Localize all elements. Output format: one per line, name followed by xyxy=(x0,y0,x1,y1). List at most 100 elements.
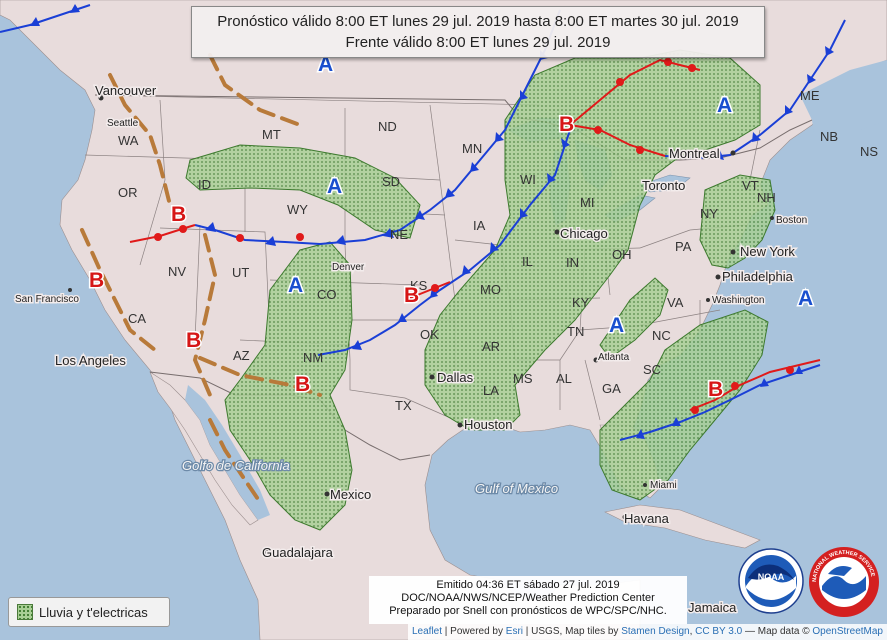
attribution-text-mapdata: — Map data © xyxy=(742,626,813,637)
water-label-golfo-california: Golfo de California xyxy=(182,458,290,473)
rain-area-southwest xyxy=(224,241,353,531)
low-pressure-great-lakes: B xyxy=(559,113,574,136)
state-label-la: LA xyxy=(483,383,499,398)
city-label-los-angeles: Los Angeles xyxy=(55,353,126,368)
warm-front-northern xyxy=(569,58,701,126)
city-label-san-francisco: San Francisco xyxy=(15,294,79,305)
issued-info-box: Emitido 04:36 ET sábado 27 jul. 2019 DOC… xyxy=(369,576,687,624)
state-label-me: ME xyxy=(800,88,820,103)
cold-front-atlantic xyxy=(619,364,821,441)
rain-swatch xyxy=(17,604,33,620)
low-pressure-atlantic: B xyxy=(708,378,723,401)
gulf-st-lawrence xyxy=(800,60,887,150)
attribution-text-powered: | Powered by xyxy=(442,626,506,637)
state-label-id: ID xyxy=(198,177,211,192)
city-label-miami: Miami xyxy=(650,480,677,491)
rain-area-virginia xyxy=(599,277,669,359)
state-label-ga: GA xyxy=(602,381,621,396)
trough-southwest xyxy=(198,356,322,397)
forecast-validity-line: Pronóstico válido 8:00 ET lunes 29 jul. … xyxy=(217,13,739,30)
high-pressure-carolinas: A xyxy=(609,314,624,337)
state-label-wa: WA xyxy=(118,133,139,148)
leaflet-link[interactable]: Leaflet xyxy=(412,626,443,637)
state-label-nv: NV xyxy=(168,264,186,279)
state-label-ne: NE xyxy=(390,227,408,242)
troughs xyxy=(80,53,322,507)
trough-california xyxy=(80,228,157,352)
state-label-az: AZ xyxy=(233,348,250,363)
city-markers xyxy=(68,95,774,555)
issued-time: Emitido 04:36 ET sábado 27 jul. 2019 xyxy=(436,579,620,591)
state-label-in: IN xyxy=(566,255,579,270)
rain-area-northeast xyxy=(699,174,776,269)
low-pressure-california: B xyxy=(89,269,104,292)
warm-front-great-basin xyxy=(129,224,196,243)
state-label-sd: SD xyxy=(382,174,400,189)
city-label-washington: Washington xyxy=(712,295,764,306)
warm-fronts xyxy=(129,58,821,411)
warm-front-kansas xyxy=(404,281,451,301)
state-label-ca: CA xyxy=(128,311,146,326)
city-label-guadalajara: Guadalajara xyxy=(262,545,334,560)
city-label-seattle: Seattle xyxy=(107,118,139,129)
state-label-mo: MO xyxy=(480,282,501,297)
city-label-havana: Havana xyxy=(624,511,670,526)
state-label-ks: KS xyxy=(410,278,428,293)
state-label-wy: WY xyxy=(287,202,308,217)
state-label-pa: PA xyxy=(675,239,692,254)
high-pressure-rockies: A xyxy=(288,274,303,297)
city-label-houston: Houston xyxy=(464,417,512,432)
state-label-nm: NM xyxy=(303,350,323,365)
state-label-mn: MN xyxy=(462,141,482,156)
state-label-va: VA xyxy=(667,295,684,310)
state-label-ns: NS xyxy=(860,144,878,159)
state-label-oh: OH xyxy=(612,247,632,262)
city-label-chicago: Chicago xyxy=(560,226,608,241)
warm-front-great-lakes xyxy=(569,124,666,157)
high-pressure-quebec: A xyxy=(717,94,732,117)
front-validity-line: Frente válido 8:00 ET lunes 29 jul. 2019 xyxy=(345,34,611,51)
state-label-al: AL xyxy=(556,371,572,386)
esri-link[interactable]: Esri xyxy=(505,626,524,637)
osm-link[interactable]: OpenStreetMap xyxy=(812,626,883,637)
stamen-link[interactable]: Stamen Design xyxy=(621,626,690,637)
state-label-ok: OK xyxy=(420,327,439,342)
low-pressure-great-basin: B xyxy=(171,203,186,226)
city-label-philadelphia: Philadelphia xyxy=(722,269,794,284)
state-label-sc: SC xyxy=(643,362,661,377)
high-pressure-atlantic: A xyxy=(798,287,813,310)
city-label-new-york: New York xyxy=(740,244,795,259)
trough-northern-plains xyxy=(208,53,302,127)
state-label-ky: KY xyxy=(572,295,590,310)
city-label-boston: Boston xyxy=(776,215,807,226)
state-label-ms: MS xyxy=(513,371,533,386)
state-label-nh: NH xyxy=(757,190,776,205)
state-label-ny: NY xyxy=(700,206,718,221)
noaa-logo[interactable]: NOAA xyxy=(738,548,804,614)
prepared-by: Preparado por Snell con pronósticos de W… xyxy=(389,605,667,617)
state-label-ut: UT xyxy=(232,265,249,280)
nws-logo[interactable]: NATIONAL WEATHER SERVICE xyxy=(808,546,880,618)
state-label-nc: NC xyxy=(652,328,671,343)
state-label-il: IL xyxy=(522,254,533,269)
forecast-title-box: Pronóstico válido 8:00 ET lunes 29 jul. … xyxy=(191,6,765,58)
city-label-jamaica: Jamaica xyxy=(688,600,737,615)
high-pressure-north: A xyxy=(318,53,333,76)
legend-label-rain: Lluvia y t'electricas xyxy=(39,604,148,620)
state-label-tx: TX xyxy=(395,398,412,413)
cold-front-barbs xyxy=(30,4,834,439)
high-pressure-dakotas: A xyxy=(327,175,342,198)
city-label-mexico: Mexico xyxy=(330,487,371,502)
rain-areas xyxy=(185,49,776,531)
rain-area-southeast-coast xyxy=(599,309,769,501)
cold-front-plains xyxy=(317,129,571,356)
issuing-agency: DOC/NOAA/NWS/NCEP/Weather Prediction Cen… xyxy=(401,592,655,604)
ccby-link[interactable]: CC BY 3.0 xyxy=(695,626,743,637)
city-label-montreal: Montreal xyxy=(669,146,720,161)
low-pressure-kansas: B xyxy=(404,284,419,307)
map-legend: Lluvia y t'electricas xyxy=(8,597,170,627)
state-label-ar: AR xyxy=(482,339,500,354)
state-label-nd: ND xyxy=(378,119,397,134)
trough-baja xyxy=(208,418,264,507)
